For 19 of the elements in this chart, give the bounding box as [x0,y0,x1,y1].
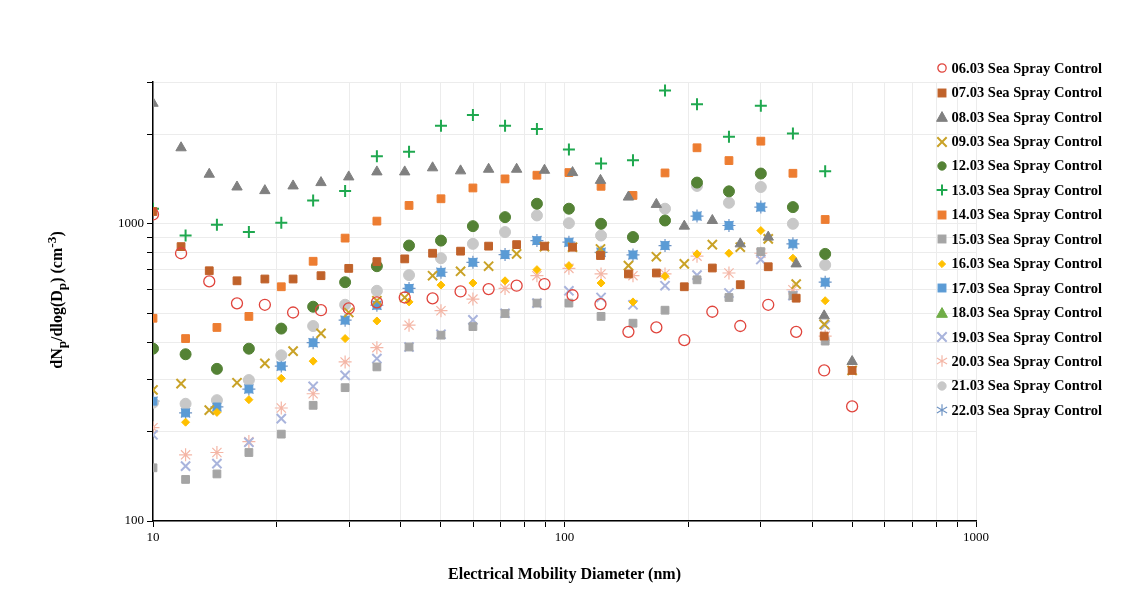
legend-label: 21.03 Sea Spray Control [951,377,1102,395]
legend-label: 14.03 Sea Spray Control [951,206,1102,224]
x-tick-label: 100 [554,529,575,545]
legend-label: 06.03 Sea Spray Control [951,59,1102,77]
legend-label: 20.03 Sea Spray Control [951,352,1102,370]
x-axis-title: Electrical Mobility Diameter (nm) [448,564,681,583]
legend-label: 12.03 Sea Spray Control [951,157,1102,175]
legend-label: 07.03 Sea Spray Control [951,84,1102,102]
legend-label: 18.03 Sea Spray Control [951,304,1102,322]
legend-label: 15.03 Sea Spray Control [951,230,1102,248]
legend-label: 08.03 Sea Spray Control [951,108,1102,126]
legend-label: 19.03 Sea Spray Control [951,328,1102,346]
legend-label: 09.03 Sea Spray Control [951,133,1102,151]
legend-label: 22.03 Sea Spray Control [951,401,1102,419]
legend-label: 17.03 Sea Spray Control [951,279,1102,297]
x-tick-label: 10 [146,529,160,545]
legend-label: 16.03 Sea Spray Control [951,255,1102,273]
x-tick-label: 1000 [963,529,989,545]
legend-label: 13.03 Sea Spray Control [951,181,1102,199]
